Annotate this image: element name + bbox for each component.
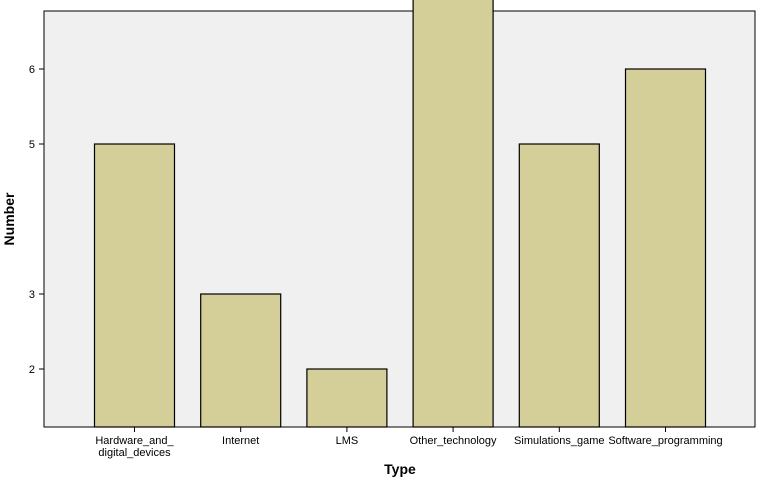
y-axis-title: Number: [1, 192, 17, 245]
bar: [306, 368, 388, 428]
x-category-label: Software_programming: [608, 435, 722, 447]
bar: [200, 293, 282, 428]
y-axis-ticks: 2 3 5 6 7: [29, 0, 44, 376]
x-category-label: LMS: [336, 435, 359, 447]
y-tick-label: 5: [29, 139, 35, 151]
bar: [412, 0, 494, 428]
x-category-label: Other_technology: [410, 435, 497, 447]
x-category-label: Hardware_and_ digital_devices: [95, 435, 174, 459]
bar: [93, 143, 176, 428]
y-tick-label: 3: [29, 289, 35, 301]
y-tick-label: 2: [29, 364, 35, 376]
bar: [624, 68, 707, 428]
x-category-label: Internet: [222, 435, 259, 447]
bars: [93, 0, 707, 428]
y-tick-label: 7: [29, 0, 35, 1]
x-axis-title: Type: [384, 461, 416, 477]
bar: [518, 143, 600, 428]
x-axis-labels: Hardware_and_ digital_devices Internet LMS O…: [95, 427, 723, 459]
y-tick-label: 6: [29, 64, 35, 76]
x-category-label: Simulations_game: [514, 435, 605, 447]
